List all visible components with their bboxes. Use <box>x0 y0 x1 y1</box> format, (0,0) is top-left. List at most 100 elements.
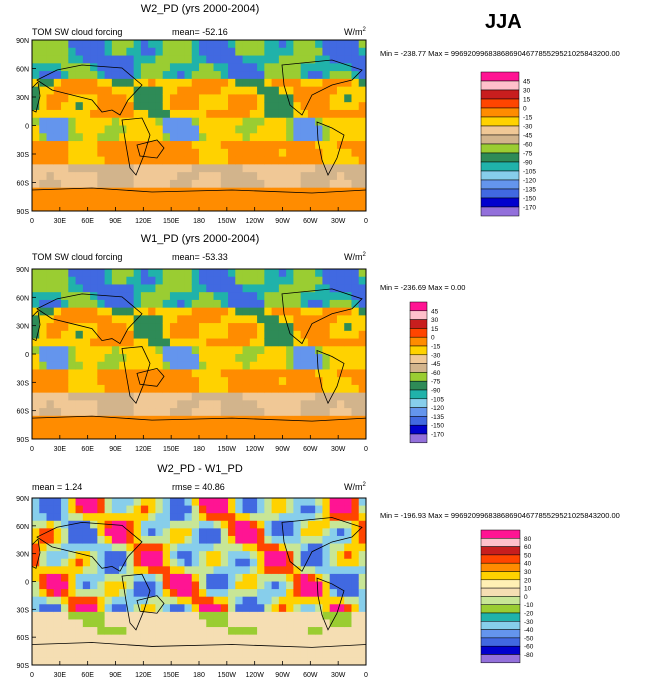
field-cell <box>191 187 200 196</box>
field-cell <box>344 141 352 150</box>
field-cell <box>97 377 106 386</box>
field-cell <box>300 566 309 575</box>
field-cell <box>82 354 91 363</box>
field-cell <box>213 581 222 590</box>
field-cell <box>119 400 127 409</box>
field-cell <box>344 284 352 293</box>
field-cell <box>169 299 178 309</box>
field-cell <box>90 657 98 666</box>
field-cell <box>140 535 149 544</box>
field-cell <box>220 47 229 56</box>
field-cell <box>257 148 265 157</box>
field-cell <box>155 156 164 165</box>
colorbar-label: 45 <box>431 308 439 315</box>
field-cell <box>344 520 352 529</box>
field-cell <box>162 195 171 204</box>
field-cell <box>242 94 251 103</box>
field-cell <box>140 109 149 119</box>
field-cell <box>242 172 251 181</box>
field-cell <box>126 520 135 529</box>
field-cell <box>300 187 309 196</box>
field-cell <box>344 354 352 363</box>
field-cell <box>104 581 113 590</box>
field-cell <box>300 400 309 409</box>
field-cell <box>264 431 273 440</box>
field-cell <box>177 179 185 189</box>
field-cell <box>242 634 251 643</box>
field-cell <box>336 284 345 293</box>
field-cell <box>90 361 98 370</box>
field-cell <box>271 657 280 666</box>
field-cell <box>242 573 251 582</box>
field-cell <box>300 284 309 293</box>
field-cell <box>307 528 316 537</box>
field-cell <box>104 47 113 56</box>
field-cell <box>293 354 302 363</box>
field-cell <box>148 164 156 173</box>
lon-tick-label: 90E <box>109 446 122 453</box>
field-cell <box>53 102 62 111</box>
field-cell <box>358 611 367 620</box>
field-cell <box>228 369 236 378</box>
minmax-text: Min = -236.69 Max = 0.00 <box>380 283 465 292</box>
field-cell <box>257 179 265 189</box>
field-cell <box>133 47 142 56</box>
field-cell <box>235 117 243 126</box>
field-cell <box>32 657 40 666</box>
field-cell <box>322 589 331 598</box>
field-cell <box>68 164 76 173</box>
field-cell <box>90 642 98 651</box>
field-cell <box>206 604 214 613</box>
field-cell <box>39 187 47 196</box>
field-cell <box>249 589 258 598</box>
field-cell <box>61 558 69 567</box>
field-cell <box>344 94 352 103</box>
field-cell <box>119 109 127 119</box>
field-cell <box>307 172 316 181</box>
field-cell <box>191 377 200 386</box>
field-cell <box>329 543 338 552</box>
field-cell <box>322 307 331 316</box>
field-cell <box>220 86 229 95</box>
field-cell <box>199 172 207 181</box>
field-cell <box>32 164 40 173</box>
field-cell <box>293 423 302 432</box>
field-cell <box>184 558 193 567</box>
field-cell <box>155 627 164 636</box>
field-cell <box>351 543 360 552</box>
field-cell <box>220 299 229 309</box>
field-cell <box>169 361 178 370</box>
field-cell <box>213 292 222 301</box>
field-cell <box>46 330 55 339</box>
field-cell <box>126 330 135 339</box>
field-cell <box>46 423 55 432</box>
field-cell <box>68 179 76 189</box>
field-cell <box>119 94 127 103</box>
season-label: JJA <box>485 11 522 33</box>
field-cell <box>90 78 98 88</box>
field-cell <box>322 520 331 529</box>
field-cell <box>191 276 200 285</box>
field-cell <box>104 94 113 103</box>
colorbar-swatch <box>409 354 428 364</box>
field-cell <box>293 498 302 506</box>
field-cell <box>46 634 55 643</box>
field-cell <box>213 125 222 134</box>
field-cell <box>155 284 164 293</box>
colorbar-swatch <box>480 529 521 539</box>
field-cell <box>315 148 323 157</box>
field-cell <box>199 47 207 56</box>
field-cell <box>184 657 193 666</box>
field-cell <box>75 611 84 620</box>
field-cell <box>344 566 352 575</box>
field-cell <box>278 94 287 103</box>
field-cell <box>82 535 91 544</box>
field-cell <box>90 292 98 301</box>
field-cell <box>293 94 302 103</box>
field-cell <box>344 642 352 651</box>
field-cell <box>75 187 84 196</box>
field-cell <box>293 551 302 560</box>
field-cell <box>264 276 273 285</box>
field-cell <box>199 596 207 605</box>
field-cell <box>53 573 62 582</box>
